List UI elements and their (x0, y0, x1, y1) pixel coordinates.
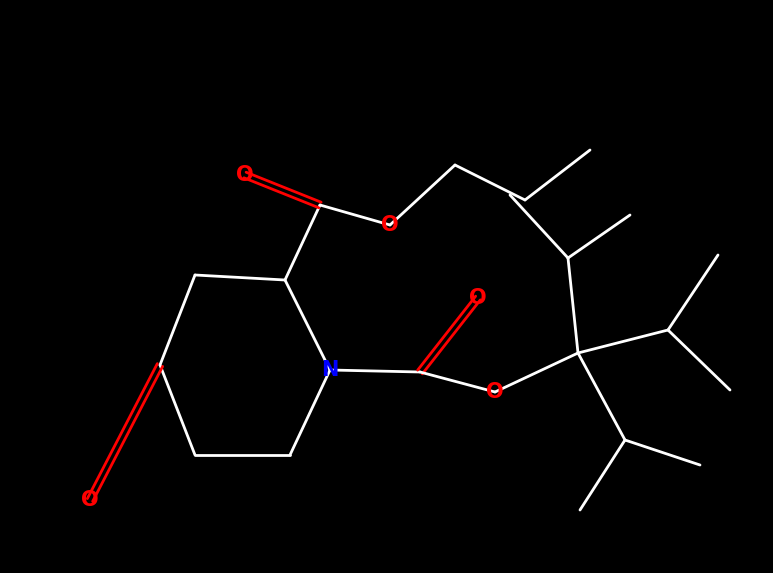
Text: O: O (486, 382, 504, 402)
Text: O: O (81, 490, 99, 510)
Text: O: O (469, 288, 487, 308)
Text: N: N (322, 360, 339, 380)
Text: O: O (381, 215, 399, 235)
Text: O: O (237, 165, 254, 185)
